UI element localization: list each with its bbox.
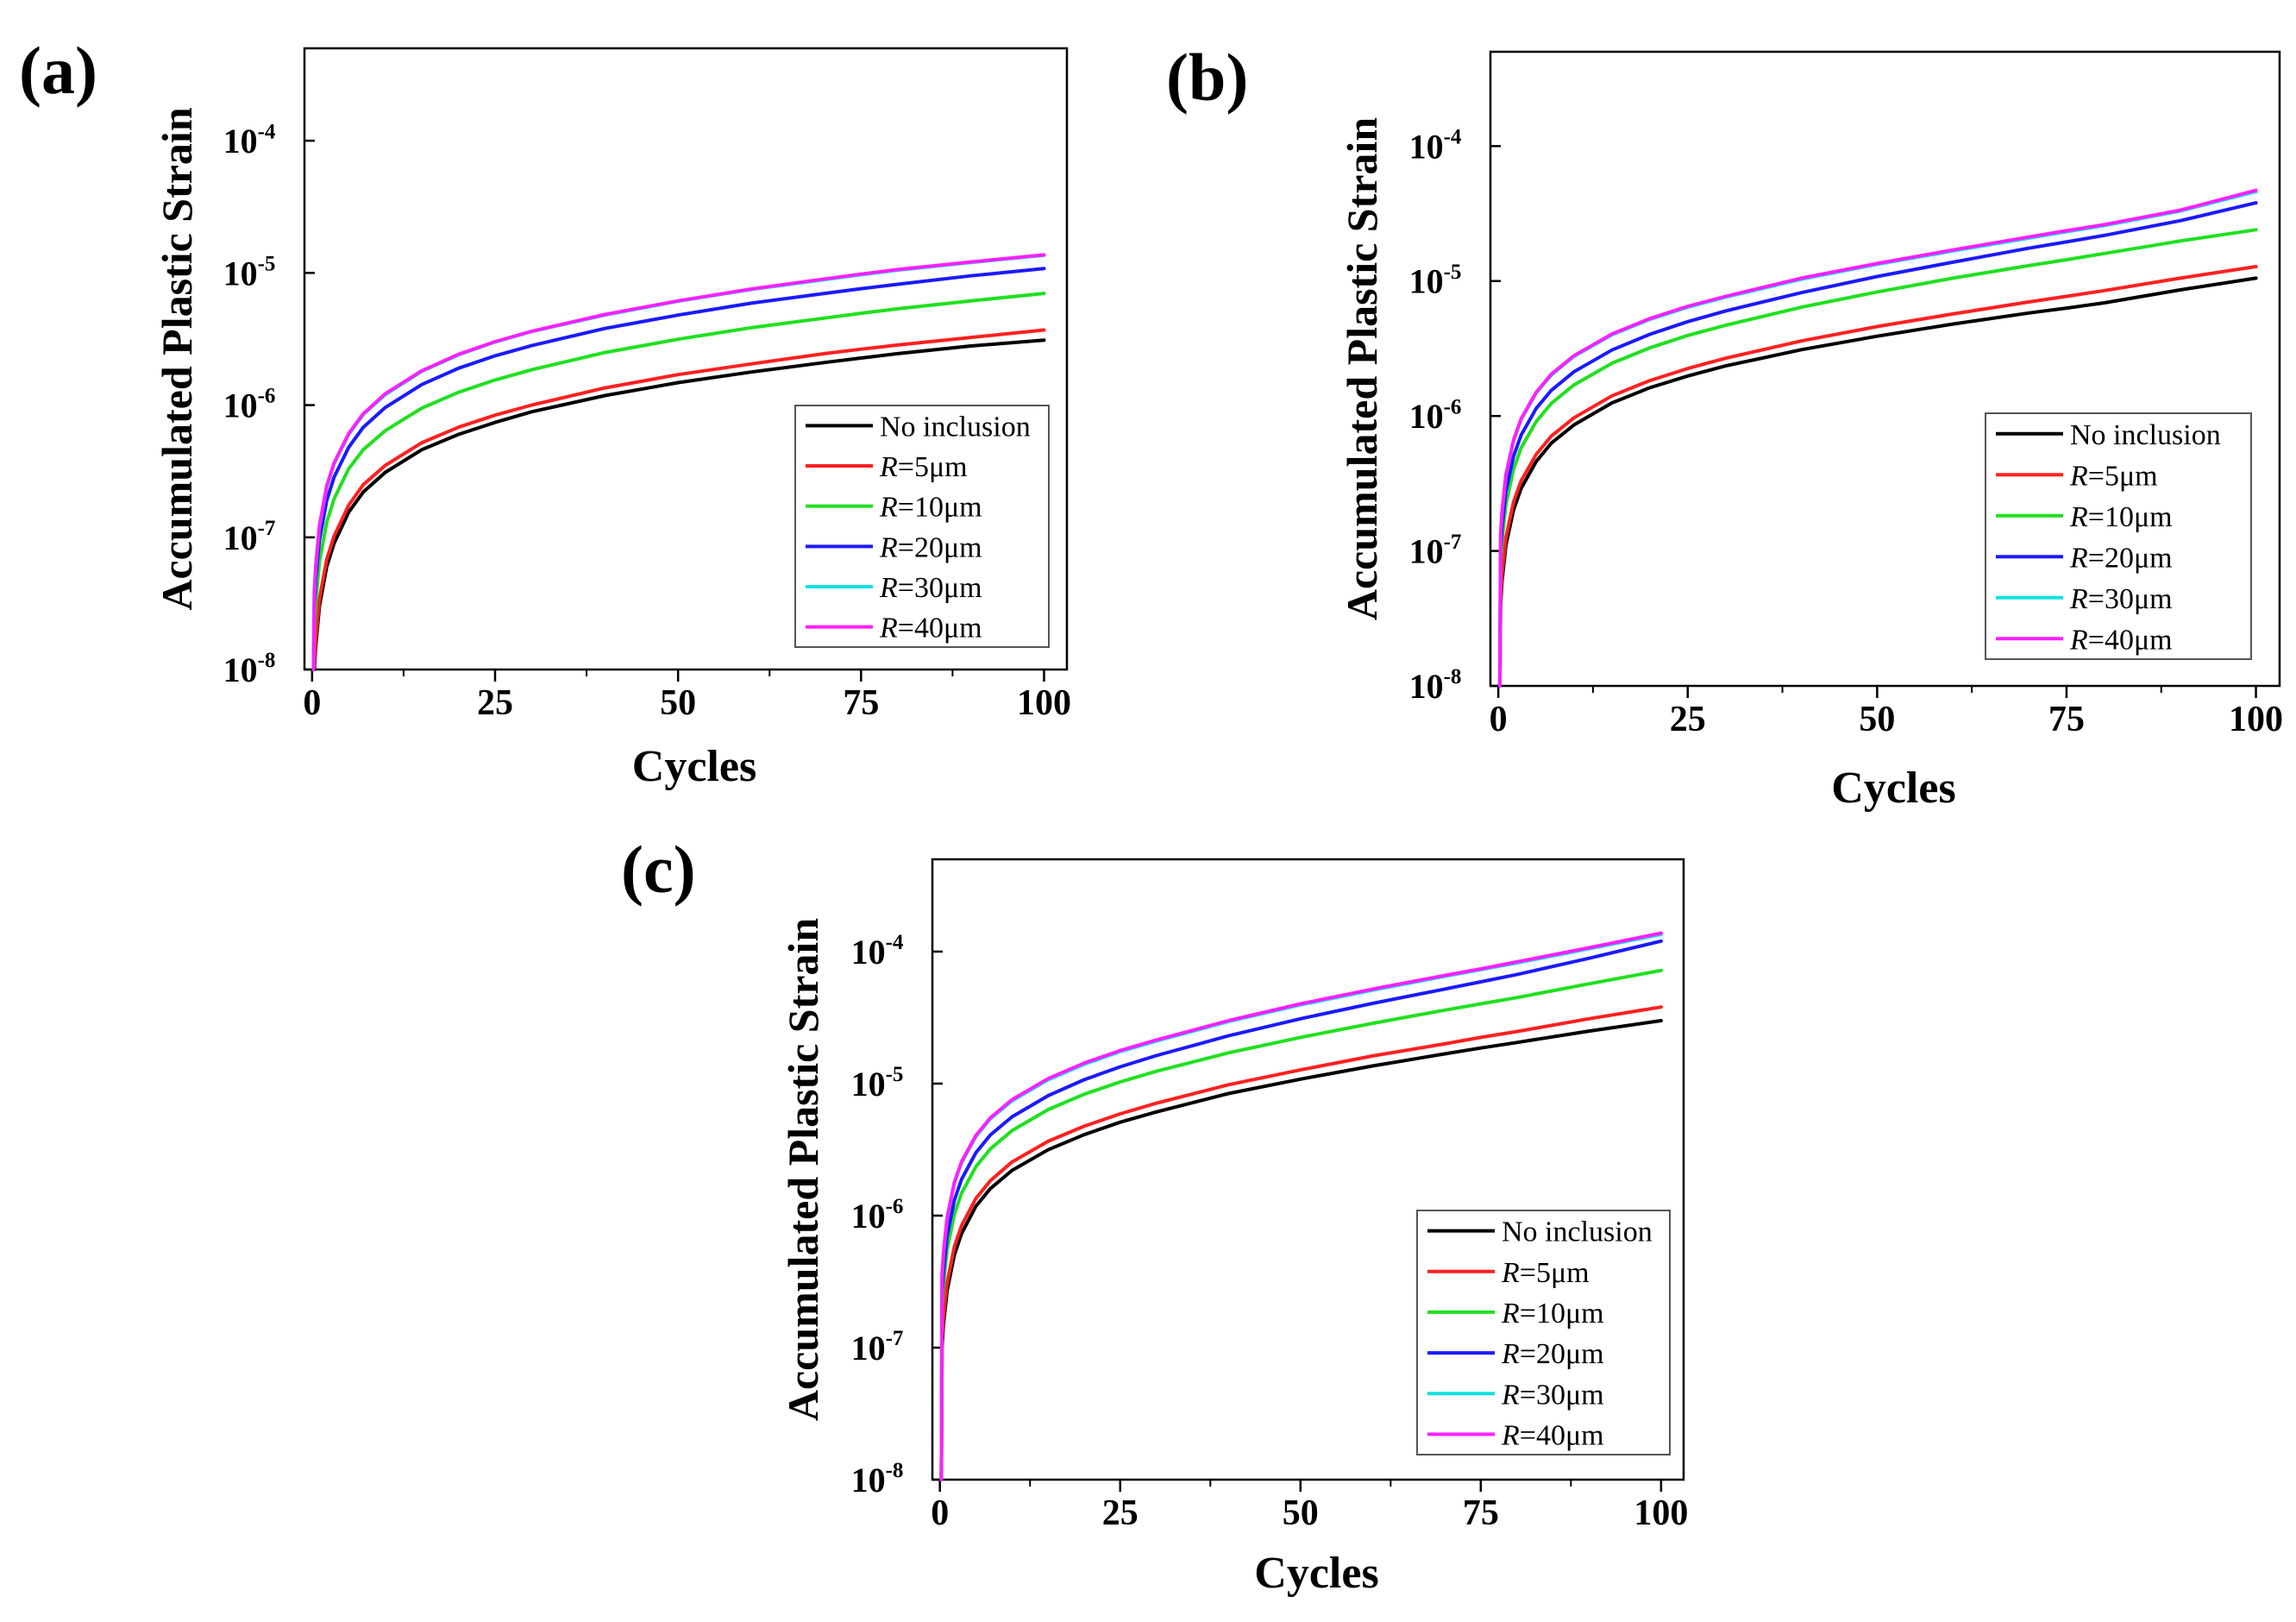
x-tick-label: 50	[660, 683, 696, 723]
series-line-r-10-m	[311, 292, 1046, 671]
x-tick-label: 100	[1017, 683, 1071, 723]
legend-label: R=20μm	[879, 531, 982, 563]
y-axis-label: Accumulated Plastic Strain	[1338, 117, 1386, 620]
legend-label: R=10μm	[879, 492, 982, 524]
x-tick-label: 100	[2229, 700, 2283, 739]
series-line-r-20-m	[311, 267, 1046, 671]
legend-label: R=5μm	[879, 451, 968, 483]
legend-box	[794, 405, 1050, 648]
legend-label: R=30μm	[879, 572, 982, 604]
legend-label: R=20μm	[1501, 1338, 1604, 1370]
legend-label: R=40μm	[2069, 624, 2173, 656]
y-tick-label: 10-8	[851, 1459, 904, 1499]
x-tick-label: 0	[1490, 700, 1508, 739]
x-tick-label: 0	[303, 683, 321, 723]
legend-label: No inclusion	[1502, 1216, 1653, 1248]
x-tick-label: 75	[843, 683, 879, 723]
x-axis-label: Cycles	[632, 742, 756, 791]
series-line-r-10-m	[939, 968, 1663, 1481]
chart-panel-c: (c) 0 25 50 75 100 10-8 10-7 10-6 10-5 10-4 Accumul…	[621, 832, 1688, 1598]
x-tick-label: 100	[1634, 1493, 1688, 1533]
x-tick-label: 25	[477, 683, 513, 723]
series-line-r-5-m	[939, 1005, 1663, 1481]
x-axis-label: Cycles	[1254, 1549, 1378, 1598]
y-tick-label: 10-4	[851, 931, 904, 971]
legend-label: R=30μm	[1501, 1379, 1604, 1411]
plot-frame	[303, 47, 1069, 671]
x-tick-label: 0	[931, 1493, 949, 1533]
y-axis-label: Accumulated Plastic Strain	[779, 918, 827, 1421]
series-line-r-10-m	[1497, 228, 2258, 688]
y-tick-label: 10-7	[223, 517, 276, 557]
series-line-r-40-m	[939, 931, 1663, 1481]
y-tick-label: 10-7	[1409, 531, 1462, 571]
legend-label: No inclusion	[2070, 419, 2221, 451]
chart-panel-b: (b) 0 25 50 75 100 10-8 10-7 10-6 10-5 10-4 Accumul…	[1166, 40, 2283, 813]
legend-label: R=5μm	[2069, 460, 2158, 492]
legend-label: R=40μm	[879, 613, 982, 644]
x-tick-label: 50	[1283, 1493, 1319, 1533]
legend-label: R=20μm	[2069, 542, 2173, 574]
series-line-r-5-m	[1497, 265, 2258, 688]
series-line-r-40-m	[1497, 188, 2258, 688]
legend-label: R=10μm	[2069, 501, 2173, 533]
x-tick-label: 75	[2048, 700, 2085, 739]
series-line-r-20-m	[1497, 201, 2258, 688]
panel-label: (a)	[19, 33, 97, 108]
y-tick-label: 10-5	[223, 253, 276, 293]
legend-label: R=40μm	[1501, 1419, 1604, 1451]
plot-frame	[931, 858, 1685, 1481]
x-tick-label: 25	[1670, 700, 1706, 739]
legend-label: R=10μm	[1501, 1298, 1604, 1330]
y-tick-label: 10-6	[851, 1195, 904, 1235]
x-tick-label: 25	[1102, 1493, 1139, 1533]
legend-box	[1416, 1210, 1671, 1455]
x-tick-label: 50	[1859, 700, 1895, 739]
y-tick-label: 10-6	[1409, 395, 1462, 436]
y-tick-label: 10-5	[1409, 261, 1462, 301]
legend-label: R=5μm	[1501, 1257, 1590, 1289]
y-tick-label: 10-4	[1409, 126, 1462, 167]
plot-frame	[1489, 50, 2281, 688]
y-tick-label: 10-6	[223, 385, 276, 425]
x-axis-label: Cycles	[1831, 764, 1955, 813]
series-line-r-5-m	[311, 328, 1046, 671]
panel-label: (b)	[1166, 40, 1248, 115]
series-line-r-20-m	[939, 939, 1663, 1481]
y-tick-label: 10-8	[223, 649, 276, 689]
legend-label: No inclusion	[880, 411, 1031, 443]
y-tick-label: 10-4	[223, 120, 276, 160]
y-axis-label: Accumulated Plastic Strain	[153, 107, 201, 610]
legend-label: R=30μm	[2069, 583, 2173, 615]
legend-box	[1985, 412, 2252, 660]
x-tick-label: 75	[1463, 1493, 1499, 1533]
y-tick-label: 10-8	[1409, 665, 1462, 706]
y-tick-label: 10-7	[851, 1327, 904, 1367]
chart-panel-a: (a) 0 25 50 75 100 10-8 10-7 10-6 10-5 10-4 Accumul…	[19, 33, 1071, 791]
series-line-r-40-m	[311, 253, 1046, 671]
panel-label: (c)	[621, 832, 696, 907]
y-tick-label: 10-5	[851, 1063, 904, 1103]
